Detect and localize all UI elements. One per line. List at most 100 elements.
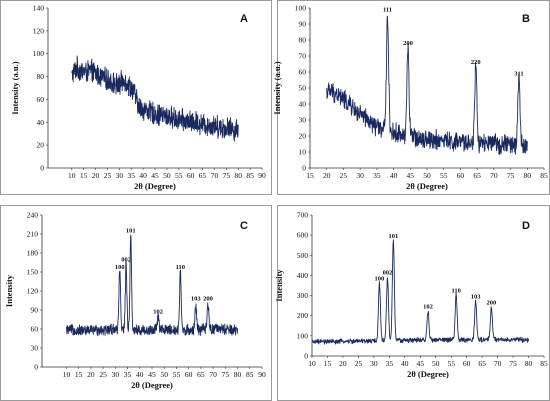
x-tick-label: 35 xyxy=(124,370,132,379)
y-tick-label: 20 xyxy=(37,141,45,150)
y-tick-label: 100 xyxy=(33,49,45,58)
peak-label: 102 xyxy=(423,304,433,311)
x-tick-label: 65 xyxy=(197,370,205,379)
x-tick-label: 35 xyxy=(127,171,135,180)
x-tick-label: 45 xyxy=(417,359,425,368)
y-tick-label: 60 xyxy=(37,95,45,104)
x-tick-label: 80 xyxy=(234,171,242,180)
x-tick-label: 65 xyxy=(199,171,207,180)
y-tick-label: 500 xyxy=(297,251,309,260)
x-tick-label: 35 xyxy=(386,359,394,368)
y-tick-label: 30 xyxy=(31,344,39,353)
x-tick-label: 65 xyxy=(473,171,481,180)
x-tick-label: 55 xyxy=(173,370,181,379)
x-tick-label: 30 xyxy=(356,171,364,180)
x-axis-label: 2θ (Degree) xyxy=(134,181,176,191)
x-tick-label: 55 xyxy=(440,171,448,180)
y-tick-label: 30 xyxy=(299,116,307,125)
y-tick-label: 70 xyxy=(299,52,307,61)
x-tick-label: 20 xyxy=(339,359,347,368)
panel-frame xyxy=(277,0,550,195)
y-tick-label: 80 xyxy=(37,72,45,81)
series-line xyxy=(326,15,528,155)
y-tick-label: 0 xyxy=(40,164,44,173)
peak-label: 200 xyxy=(403,40,413,47)
y-tick-label: 100 xyxy=(297,331,309,340)
x-tick-label: 20 xyxy=(92,171,100,180)
x-tick-label: 60 xyxy=(187,171,195,180)
y-tick-label: 40 xyxy=(37,118,45,127)
peak-label: 110 xyxy=(451,288,460,295)
y-tick-label: 120 xyxy=(33,26,45,35)
x-tick-label: 20 xyxy=(323,171,331,180)
x-tick-label: 30 xyxy=(116,171,124,180)
x-tick-label: 85 xyxy=(540,171,548,180)
series-line xyxy=(71,55,239,142)
x-tick-label: 60 xyxy=(185,370,193,379)
x-axis-label: 2θ (Degree) xyxy=(407,369,449,379)
y-axis-label: Intensity (a.u.) xyxy=(272,61,282,114)
x-tick-label: 30 xyxy=(112,370,120,379)
x-tick-label: 70 xyxy=(490,171,498,180)
y-tick-label: 240 xyxy=(27,211,39,220)
y-tick-label: 210 xyxy=(27,230,39,239)
x-tick-label: 10 xyxy=(63,370,71,379)
panel-letter: D xyxy=(522,220,530,232)
x-tick-label: 50 xyxy=(432,359,440,368)
x-tick-label: 15 xyxy=(75,370,83,379)
y-tick-label: 80 xyxy=(299,36,307,45)
x-tick-label: 90 xyxy=(258,171,266,180)
x-tick-label: 20 xyxy=(87,370,95,379)
peak-label: 103 xyxy=(191,296,202,303)
peak-label: 103 xyxy=(471,294,482,301)
y-tick-label: 0 xyxy=(34,363,38,372)
x-tick-label: 35 xyxy=(373,171,381,180)
y-tick-label: 200 xyxy=(297,311,309,320)
y-tick-label: 90 xyxy=(299,20,307,29)
peak-label: 102 xyxy=(153,308,163,315)
panel-letter: B xyxy=(522,13,530,25)
peak-label: 100 xyxy=(115,264,125,271)
x-tick-label: 45 xyxy=(407,171,415,180)
y-tick-label: 50 xyxy=(299,84,307,93)
x-tick-label: 75 xyxy=(222,370,230,379)
y-tick-label: 150 xyxy=(27,268,39,277)
y-tick-label: 40 xyxy=(299,100,307,109)
x-tick-label: 30 xyxy=(370,359,378,368)
x-tick-label: 25 xyxy=(340,171,348,180)
x-tick-label: 65 xyxy=(478,359,486,368)
peak-label: 200 xyxy=(203,296,213,303)
x-tick-label: 25 xyxy=(104,171,112,180)
y-tick-label: 120 xyxy=(27,287,39,296)
peak-label: 101 xyxy=(388,233,398,240)
x-tick-label: 10 xyxy=(308,359,316,368)
y-tick-label: 140 xyxy=(33,4,45,13)
x-tick-label: 55 xyxy=(447,359,455,368)
x-tick-label: 40 xyxy=(401,359,409,368)
y-tick-label: 10 xyxy=(299,148,307,157)
peak-label: 002 xyxy=(383,269,393,276)
x-tick-label: 40 xyxy=(390,171,398,180)
x-tick-label: 75 xyxy=(507,171,515,180)
x-tick-label: 50 xyxy=(160,370,168,379)
x-tick-label: 80 xyxy=(234,370,242,379)
x-tick-label: 45 xyxy=(151,171,159,180)
x-tick-label: 75 xyxy=(509,359,517,368)
x-tick-label: 85 xyxy=(540,359,548,368)
x-tick-label: 15 xyxy=(80,171,88,180)
peak-label: 111 xyxy=(383,6,392,13)
x-tick-label: 55 xyxy=(175,171,183,180)
chart-panel-c: 0 30 60 90 120 150 180 210 240 10 15 20 25 30 35 40 45 50… xyxy=(0,205,272,401)
y-tick-label: 700 xyxy=(297,211,309,220)
y-tick-label: 400 xyxy=(297,271,309,280)
x-tick-label: 40 xyxy=(136,370,144,379)
x-tick-label: 70 xyxy=(211,171,219,180)
peak-label: 002 xyxy=(121,256,131,263)
y-tick-label: 90 xyxy=(31,306,39,315)
x-tick-label: 15 xyxy=(324,359,332,368)
y-tick-label: 60 xyxy=(299,68,307,77)
peak-label: 220 xyxy=(471,59,481,66)
x-tick-label: 40 xyxy=(139,171,147,180)
chart-panel-b: 0 10 20 30 40 50 60 70 80 90 100 15 20 25 30 35 40 45 50 55… xyxy=(272,0,550,195)
